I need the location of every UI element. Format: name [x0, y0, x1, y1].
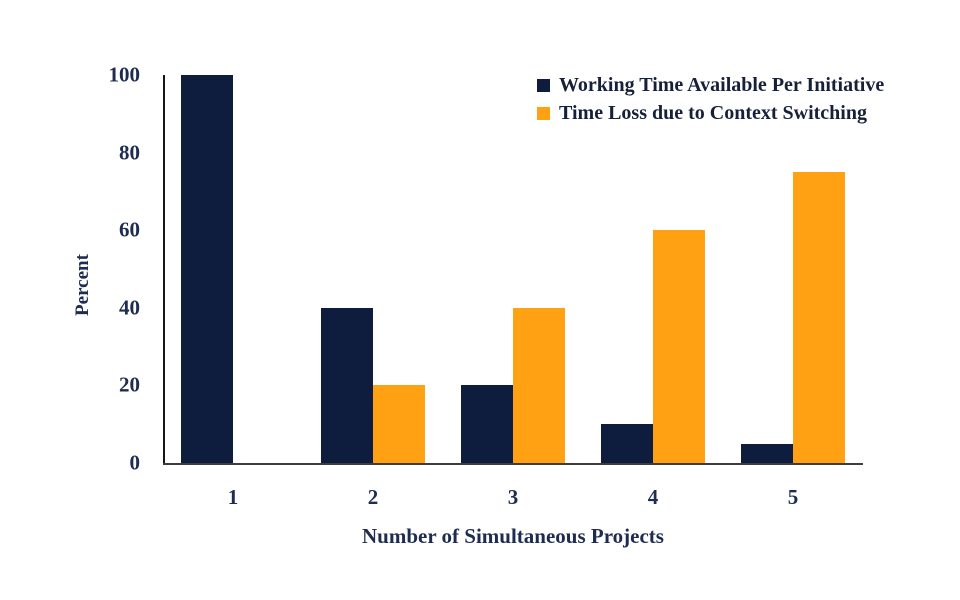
x-tick-label-2: 2 — [367, 485, 379, 509]
x-tick-label-1: 1 — [227, 485, 239, 509]
y-axis-line — [163, 75, 165, 463]
x-tick-label-5: 5 — [787, 485, 799, 509]
legend-swatch-icon — [537, 78, 550, 92]
bar-series1-group-1 — [181, 75, 233, 463]
legend: Working Time Available Per Initiative Tim… — [537, 71, 884, 127]
bar-series1-group-5 — [741, 443, 793, 463]
x-tick-label-4: 4 — [647, 485, 659, 509]
y-axis-title-wrap: Percent — [68, 91, 98, 479]
y-tick-label-40: 40 — [119, 295, 140, 320]
bar-series2-group-2 — [373, 385, 425, 463]
y-tick-label-60: 60 — [119, 217, 140, 242]
legend-item-1: Working Time Available Per Initiative — [537, 71, 884, 99]
y-tick-label-20: 20 — [119, 372, 140, 397]
legend-item-2: Time Loss due to Context Switching — [537, 99, 884, 127]
legend-label: Time Loss due to Context Switching — [559, 101, 867, 124]
bar-series1-group-4 — [601, 424, 653, 463]
bar-series2-group-4 — [653, 230, 705, 463]
y-axis-title: Percent — [72, 254, 94, 316]
y-tick-label-80: 80 — [119, 140, 140, 165]
y-tick-label-100: 100 — [108, 62, 141, 87]
bar-series1-group-3 — [461, 385, 513, 463]
legend-swatch-icon — [537, 106, 550, 120]
x-tick-label-3: 3 — [507, 485, 519, 509]
plot-area: Percent Number of Simultaneous Projects … — [72, 63, 884, 549]
bar-series2-group-3 — [513, 307, 565, 463]
x-axis-title: Number of Simultaneous Projects — [362, 524, 664, 548]
bar-series2-group-5 — [793, 172, 845, 463]
legend-label: Working Time Available Per Initiative — [559, 73, 885, 96]
bar-series1-group-2 — [321, 307, 373, 463]
y-tick-label-0: 0 — [129, 450, 141, 475]
x-axis-line — [163, 463, 863, 465]
